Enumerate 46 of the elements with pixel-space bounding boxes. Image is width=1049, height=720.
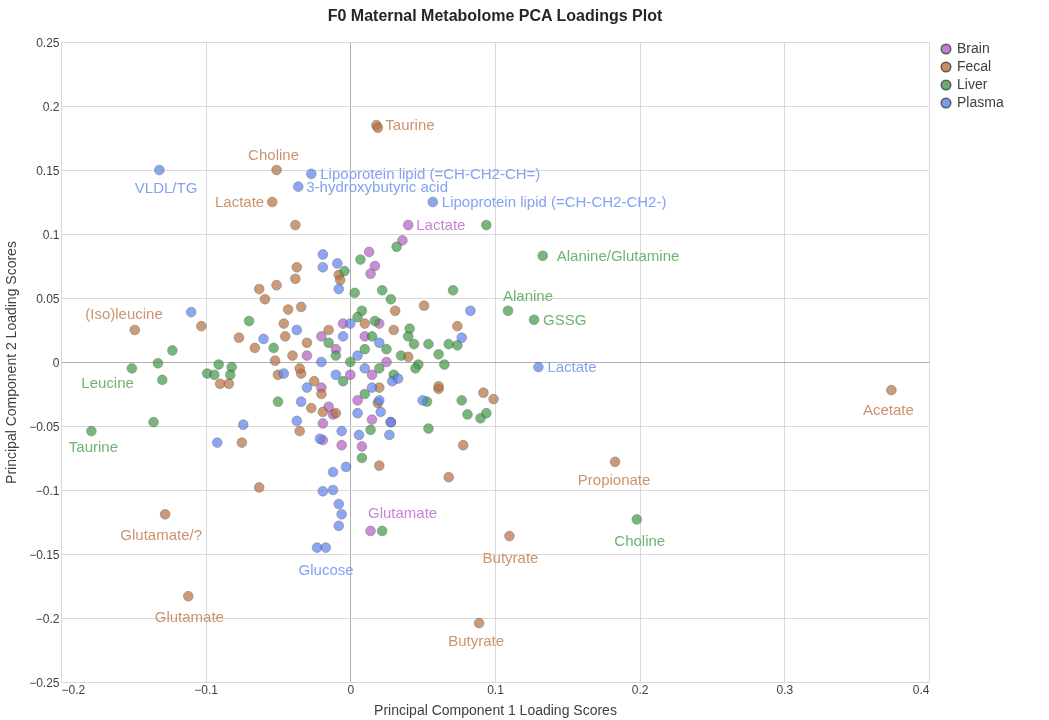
- y-tick-label: 0.2: [42, 99, 60, 114]
- annotation: Propionate: [577, 470, 651, 488]
- x-tick-label: 0: [347, 682, 355, 697]
- x-tick-label: 0.4: [912, 682, 930, 697]
- x-tick-label: 0.3: [776, 682, 794, 697]
- annotation: Lactate: [416, 216, 466, 234]
- annotation: Lipoprotein lipid (=CH-CH2-CH2-): [441, 193, 667, 210]
- legend-label: Liver: [957, 76, 988, 92]
- annotation: Taurine: [68, 438, 118, 456]
- annotation: (Iso)leucine: [85, 305, 163, 322]
- legend-label: Brain: [957, 40, 990, 56]
- annotation: Lactate: [547, 358, 597, 376]
- annotation: Butyrate: [482, 549, 539, 567]
- x-tick-label: −0.1: [194, 682, 219, 697]
- annotation: Choline: [248, 146, 299, 163]
- y-tick-label: −0.15: [29, 547, 60, 562]
- annotation: Butyrate: [448, 632, 505, 650]
- y-tick-label: −0.25: [29, 675, 60, 690]
- annotation: Glutamate: [367, 503, 438, 521]
- annotation: Taurine: [385, 116, 435, 134]
- x-tick-label: 0.2: [631, 682, 649, 697]
- annotation: GSSG: [543, 310, 587, 328]
- annotation: Leucine: [81, 374, 134, 392]
- annotation: Glutamate: [154, 608, 224, 626]
- annotation: Choline: [614, 532, 666, 550]
- y-tick-label: −0.1: [35, 483, 60, 498]
- x-axis-title: Principal Component 1 Loading Scores: [374, 701, 617, 718]
- y-tick-label: −0.05: [29, 419, 60, 434]
- x-tick-label: 0.1: [487, 682, 505, 697]
- y-tick-label: 0.1: [42, 227, 60, 242]
- annotation: Lactate: [214, 193, 265, 210]
- annotation: Acetate: [862, 401, 914, 419]
- legend-label: Plasma: [957, 94, 1004, 110]
- chart-title: F0 Maternal Metabolome PCA Loadings Plot: [327, 7, 663, 24]
- x-tick-label: −0.2: [61, 682, 86, 697]
- y-tick-label: 0: [52, 355, 60, 370]
- annotation: Alanine: [503, 286, 554, 304]
- y-tick-label: −0.2: [35, 611, 60, 626]
- y-axis-title: Principal Component 2 Loading Scores: [3, 241, 20, 484]
- y-tick-label: 0.15: [36, 163, 60, 178]
- y-tick-label: 0.05: [36, 291, 60, 306]
- annotation: Alanine/Glutamine: [556, 246, 680, 264]
- legend-label: Fecal: [957, 58, 992, 74]
- y-tick-label: 0.25: [36, 35, 60, 50]
- annotation: VLDL/TG: [134, 179, 198, 196]
- annotation: Glutamate/?: [120, 526, 203, 544]
